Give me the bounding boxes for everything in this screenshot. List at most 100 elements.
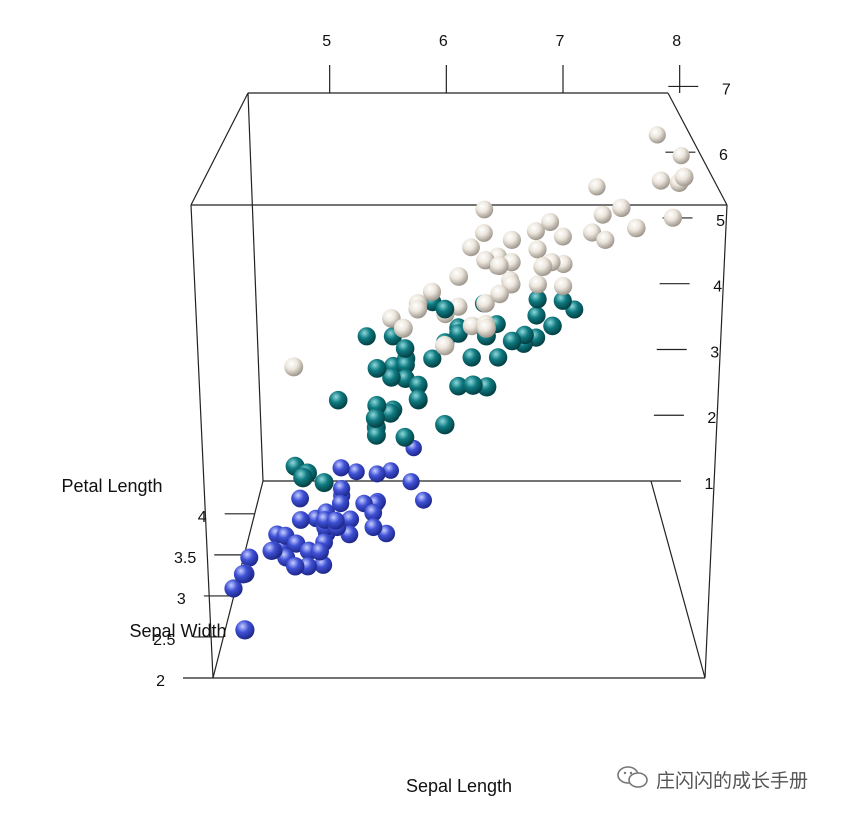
data-point [528,275,548,294]
z-tick-label: 6 [719,147,728,164]
z-tick-label: 5 [716,213,725,230]
data-point [284,357,304,377]
y-tick-label: 3.5 [174,550,196,567]
data-point [224,579,243,598]
x-axis-label: Sepal Length [406,776,512,796]
data-point [409,375,428,395]
y-tick-label: 2 [156,673,165,690]
data-point [476,294,495,313]
x-tick-label: 7 [556,33,565,50]
data-point [502,331,522,351]
data-point [357,327,376,346]
z-tick-label: 7 [722,81,731,98]
box-edge [247,92,264,482]
data-point [651,171,671,190]
data-point [593,205,612,224]
box-edge [190,92,249,206]
data-point [341,510,360,529]
box-edge [704,204,728,679]
data-point [233,565,253,584]
data-point [435,299,455,319]
data-point [449,376,468,396]
data-point [395,339,415,358]
data-point [395,427,415,447]
data-point [490,284,509,304]
data-point [449,324,468,343]
data-point [310,542,329,561]
box-edge [190,204,214,679]
data-point [435,336,455,356]
data-point [674,167,694,187]
axis-ticks [183,65,699,679]
data-point [588,178,606,196]
data-point [475,224,493,242]
data-point [527,222,545,241]
data-point [291,511,310,529]
data-point [502,230,521,249]
data-point [449,267,469,286]
box-edge [667,92,728,206]
data-point [402,473,420,491]
data-point [612,198,631,218]
z-tick-label: 3 [710,344,719,361]
data-point [462,348,481,367]
data-point [527,306,546,325]
tick-labels: 5 6 7 8 1 2 3 4 5 6 7 2 2.5 3 3.5 4 [153,33,731,690]
data-point [554,277,573,296]
data-point [408,389,428,409]
data-point [415,491,432,509]
box-edge [650,480,706,679]
x-tick-label: 6 [439,33,448,50]
data-point [365,408,385,428]
data-point [462,316,482,336]
data-point [314,473,334,493]
wechat-icon [616,764,650,795]
z-tick-label: 4 [713,279,722,296]
data-point [435,415,455,435]
data-point [627,218,646,238]
z-tick-label: 2 [707,410,716,427]
data-point [408,299,428,319]
data-point [462,238,480,257]
data-points [224,126,694,640]
data-point [326,511,345,530]
y-tick-label: 3 [177,591,186,608]
data-point [663,208,683,227]
data-point [328,390,348,410]
data-point [393,318,413,338]
data-point [423,349,442,368]
data-point [648,126,666,144]
data-point [364,503,383,522]
data-point [333,480,351,498]
data-point [366,425,386,445]
y-tick-label: 4 [198,509,207,526]
data-point [364,518,383,537]
data-point [235,620,255,640]
data-point [553,227,572,246]
watermark-text: 庄闪闪的成长手册 [656,770,809,792]
data-point [596,230,615,249]
data-point [240,548,259,567]
data-point [543,316,562,336]
data-point [583,223,602,242]
data-point [490,256,509,275]
watermark: 庄闪闪的成长手册 [616,764,808,795]
z-tick-label: 1 [705,476,714,493]
data-point [262,541,281,561]
data-point [293,467,313,488]
data-point [331,494,350,513]
data-point [553,291,572,310]
data-point [475,200,494,219]
z-axis-label: Petal Length [61,476,162,496]
data-point [463,375,483,395]
data-point [672,147,690,165]
data-point [291,489,309,508]
data-point [541,213,560,231]
data-point [298,557,317,576]
data-point [476,318,496,338]
data-point [332,459,350,477]
plot-box [190,92,728,679]
y-axis-label: Sepal Width [129,621,226,641]
data-point [476,251,495,270]
